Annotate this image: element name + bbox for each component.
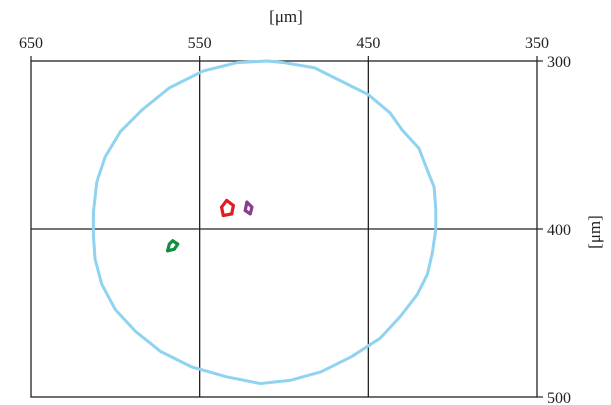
- purple-point: [250, 205, 254, 209]
- green-point: [176, 242, 180, 246]
- series-layer: [91, 59, 438, 386]
- x-tick-label: 450: [356, 35, 380, 52]
- red-point: [221, 214, 225, 218]
- x-tick-label: 350: [525, 35, 549, 52]
- red-point: [225, 198, 229, 202]
- y-tick-label: 400: [547, 222, 571, 239]
- grid-layer: [31, 61, 537, 397]
- purple-point: [243, 209, 247, 213]
- tick-layer: 650 550 450 350 300 400 500: [19, 35, 571, 405]
- x-tick-label: 550: [188, 35, 212, 52]
- y-axis-label: [μm]: [585, 215, 604, 249]
- red-point: [231, 203, 235, 207]
- green-point: [166, 249, 170, 253]
- red-point: [230, 212, 234, 216]
- purple-point: [248, 212, 252, 216]
- y-tick-label: 300: [547, 54, 571, 71]
- y-tick-label: 500: [547, 390, 571, 405]
- green-point: [171, 239, 175, 243]
- green-point: [172, 247, 176, 251]
- purple-point: [245, 200, 249, 204]
- red-point: [220, 205, 224, 209]
- x-axis-label: [μm]: [269, 7, 303, 26]
- green-point: [167, 242, 171, 246]
- boundary-trace: [91, 59, 438, 386]
- x-tick-label: 650: [19, 35, 43, 52]
